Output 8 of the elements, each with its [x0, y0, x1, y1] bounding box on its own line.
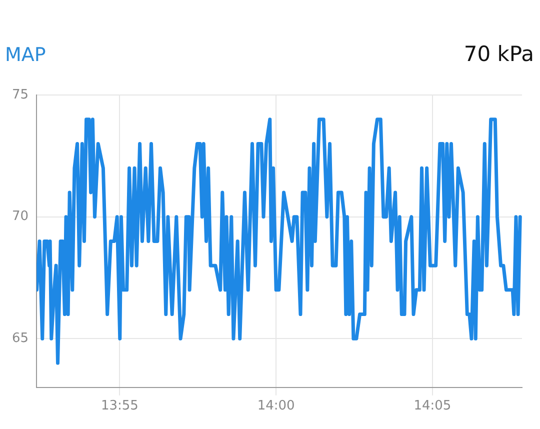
y-tick-label: 65	[12, 331, 29, 346]
chart-title: MAP	[5, 44, 46, 66]
y-tick-label: 70	[12, 209, 29, 224]
x-tick-label: 13:55	[100, 398, 138, 414]
y-tick-label: 75	[12, 87, 29, 102]
chart-subtitle: 70 kPa	[464, 42, 534, 66]
x-tick-label: 14:05	[414, 398, 452, 414]
x-tick-label: 14:00	[257, 398, 295, 414]
